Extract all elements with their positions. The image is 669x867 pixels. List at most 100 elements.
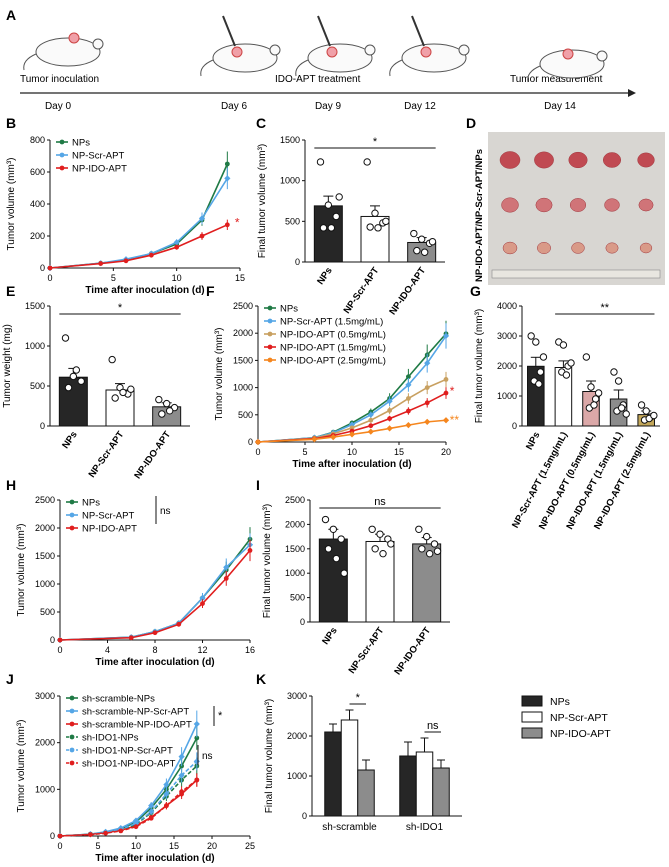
data-point (587, 383, 595, 391)
data-point (311, 436, 318, 443)
chart-b: 0 200 400 600 800 Tumor volume (mm³) 0 5 10 15 Tim… (6, 135, 245, 296)
data-point (371, 209, 379, 217)
data-point (650, 411, 658, 420)
data-point (194, 735, 200, 741)
data-point (200, 601, 205, 606)
tumor-sample (604, 198, 620, 212)
data-point (174, 244, 180, 250)
significance-label: ns (160, 506, 171, 517)
data-point (387, 540, 395, 548)
data-point (367, 411, 374, 418)
series-line (59, 549, 251, 641)
tumor-sample (605, 242, 619, 254)
data-point (123, 258, 129, 264)
x-tick-label: 15 (394, 447, 404, 457)
tumor-sample (568, 151, 588, 169)
chart-j: 0 1000 2000 3000 Tumor volume (mm³) 0 5 10 15 20 2… (16, 691, 255, 864)
bar (415, 751, 434, 817)
data-point (332, 554, 341, 563)
y-tick-label: 500 (285, 216, 300, 226)
series-line (59, 544, 251, 641)
significance-label: ** (601, 302, 610, 314)
series-line (59, 765, 198, 837)
data-point (193, 720, 200, 728)
data-point (622, 410, 630, 418)
data-point (406, 396, 411, 401)
data-point (591, 395, 600, 403)
x-tick-label: NPs (524, 430, 542, 451)
y-axis-label: Final tumor volume (mm³) (264, 699, 275, 813)
y-tick-label: 0 (40, 421, 45, 431)
timeline-step-treatment: IDO-APT treatment (275, 74, 361, 85)
y-tick-label: 200 (30, 231, 45, 241)
data-point (47, 265, 53, 271)
data-point (349, 428, 355, 434)
data-point (443, 377, 449, 382)
y-tick-label: 2000 (233, 328, 253, 338)
legend-label: sh-scramble-NP-IDO-APT (82, 720, 192, 731)
y-tick-label: 2500 (233, 301, 253, 311)
x-axis-label: Time after inoculation (d) (85, 285, 204, 296)
panel-letter-E: E (6, 283, 15, 299)
data-point (133, 824, 139, 830)
series-line (59, 538, 251, 641)
data-point (374, 224, 382, 232)
data-point (442, 417, 450, 424)
legend-marker (59, 139, 65, 145)
data-point (103, 830, 108, 836)
legend-marker (267, 344, 273, 350)
data-point (348, 431, 356, 438)
significance-label: * (373, 136, 378, 148)
y-tick-label: 1500 (25, 301, 45, 311)
data-point (405, 422, 412, 429)
series-line (59, 779, 198, 837)
data-point (532, 338, 540, 346)
y-tick-label: 1000 (35, 579, 55, 589)
data-point (178, 772, 185, 779)
y-axis-label: Tumor volume (mm³) (16, 720, 27, 813)
y-axis-label: Final tumor volume (mm³) (262, 504, 273, 618)
data-point (363, 158, 371, 166)
data-point (442, 332, 450, 340)
bar (318, 538, 348, 623)
legend-label: NP-IDO-APT (72, 164, 127, 175)
data-point (424, 385, 430, 390)
data-point (535, 380, 543, 388)
data-point (164, 803, 169, 809)
tumor-photo-items (499, 151, 655, 255)
y-tick-label: 500 (290, 593, 305, 603)
panel-letter-G: G (470, 283, 481, 299)
data-point (386, 398, 393, 405)
x-tick-label: NP-Scr-APT (342, 265, 382, 316)
data-point (119, 388, 127, 397)
data-point (642, 407, 650, 415)
x-tick-label: NPs (320, 625, 340, 646)
data-point (424, 360, 431, 367)
x-tick-label: NP-IDO-APT (392, 625, 433, 677)
data-point (617, 404, 626, 412)
legend-label: NP-IDO-APT (0.5mg/mL) (280, 330, 386, 341)
x-axis-label: Time after inoculation (d) (292, 459, 411, 470)
significance-label: ns (202, 751, 213, 762)
x-axis-label: Time after inoculation (d) (95, 853, 214, 864)
data-point (111, 394, 119, 402)
y-tick-label: 3000 (497, 331, 517, 341)
x-axis-label: Time after inoculation (d) (95, 657, 214, 668)
data-point (433, 547, 442, 555)
bar (357, 769, 375, 817)
data-point (224, 161, 230, 167)
data-point (594, 389, 603, 397)
data-point (367, 428, 374, 435)
data-point (254, 438, 262, 446)
x-tick-label: NPs (60, 429, 80, 450)
y-tick-label: 800 (30, 135, 45, 145)
tumor-sample (537, 242, 551, 254)
data-point (406, 374, 411, 380)
y-axis-label: Tumor volume (mm³) (6, 158, 17, 251)
mouse-illustration (23, 32, 104, 71)
data-point (536, 368, 545, 376)
y-tick-label: 1500 (280, 135, 300, 145)
timeline-day-6: Day 6 (221, 101, 248, 112)
panel-letter-F: F (206, 283, 215, 299)
tumor-sample (534, 151, 554, 169)
